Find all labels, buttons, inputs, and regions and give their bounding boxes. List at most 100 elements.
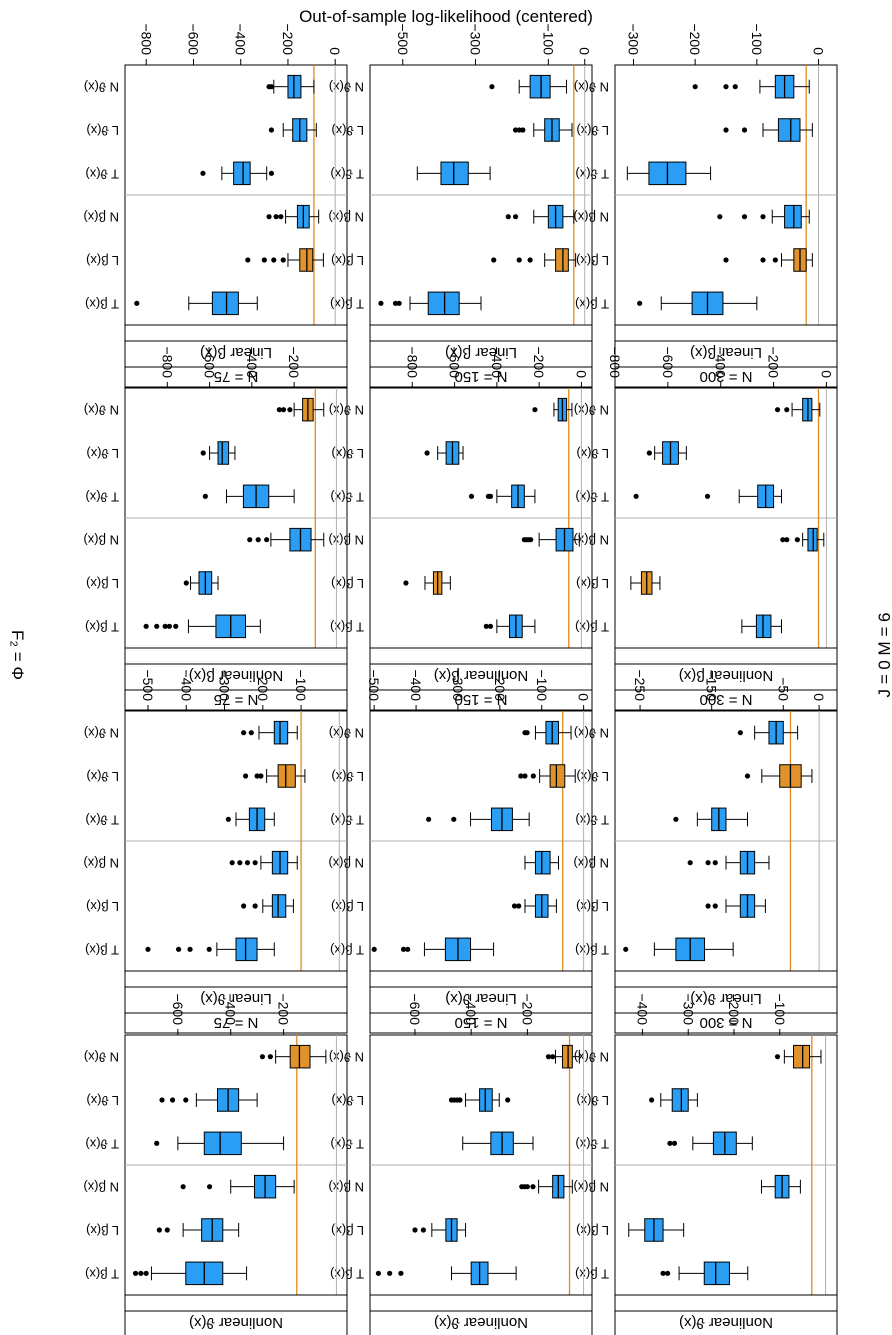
outlier-point <box>717 214 723 220</box>
outlier-point <box>451 816 457 822</box>
outlier-point <box>169 1097 176 1103</box>
outlier-point <box>273 214 279 220</box>
outlier-point <box>744 773 751 779</box>
box <box>235 937 258 962</box>
panel-n-label: N = 75 <box>214 368 259 385</box>
tick-label: −100 <box>772 993 788 1025</box>
outlier-point <box>491 257 497 263</box>
outlier-point <box>774 1054 781 1060</box>
category-label: L ϑ(x) <box>576 769 609 784</box>
outlier-point <box>723 84 729 90</box>
category-label: N β(x) <box>573 533 609 548</box>
outlier-point <box>511 903 518 909</box>
category-label: T ϑ(x) <box>85 166 119 181</box>
tick-label: 0 <box>811 693 827 701</box>
outlier-point <box>692 84 698 90</box>
box <box>784 204 802 229</box>
category-label: T ϑ(x) <box>85 489 119 504</box>
outlier-point <box>387 1270 393 1276</box>
tick-label: −100 <box>540 23 556 55</box>
category-label: L β(x) <box>86 1223 119 1238</box>
outlier-point <box>237 860 243 866</box>
right-label: J = 0 M = 6 <box>875 612 892 697</box>
title-strip <box>614 1310 838 1335</box>
box <box>277 764 296 788</box>
outlier-point <box>229 860 235 866</box>
outlier-point <box>173 623 179 629</box>
category-label: T β(x) <box>85 296 119 311</box>
category-label: N β(x) <box>573 856 609 871</box>
category-label: L ϑ(x) <box>331 446 364 461</box>
outlier-point <box>732 84 738 90</box>
outlier-point <box>489 84 495 90</box>
tick-label: −400 <box>223 993 239 1025</box>
panel-n-label: N = 150 <box>455 368 508 385</box>
panel-title: Nonlinear ϑ(x) <box>434 1314 528 1331</box>
outlier-point <box>522 773 528 779</box>
outlier-point <box>378 300 384 306</box>
panel-n-label: N = 75 <box>214 1014 259 1031</box>
outlier-point <box>512 214 519 220</box>
panel-n-label: N = 150 <box>455 1014 508 1031</box>
box <box>203 1131 242 1156</box>
outlier-point <box>134 300 140 306</box>
outlier-point <box>505 214 511 220</box>
outlier-point <box>649 1097 655 1103</box>
outlier-point <box>687 860 693 866</box>
category-label: N ϑ(x) <box>329 1050 364 1065</box>
outlier-point <box>403 580 409 586</box>
box <box>549 764 566 788</box>
tick-label: −300 <box>680 993 696 1025</box>
outlier-point <box>794 537 800 543</box>
outlier-point <box>164 1227 170 1233</box>
panel: −250 −150 −50 0N ϑ(x)L ϑ(x)T ϑ(x)N β(x)L β(… <box>573 669 838 1034</box>
n-strip <box>614 1012 838 1034</box>
outlier-point <box>200 170 206 176</box>
category-label: N ϑ(x) <box>574 726 609 741</box>
outlier-point <box>252 903 258 909</box>
outlier-point <box>242 773 249 779</box>
outlier-point <box>420 1227 426 1233</box>
category-label: N β(x) <box>328 533 364 548</box>
category-label: N β(x) <box>573 1180 609 1195</box>
outlier-point <box>183 580 189 586</box>
tick-label: −600 <box>447 346 463 378</box>
outlier-point <box>252 860 258 866</box>
outlier-point <box>483 623 489 629</box>
box <box>233 161 251 186</box>
tick-label: −300 <box>217 669 233 701</box>
box <box>755 614 772 639</box>
outlier-point <box>712 860 718 866</box>
category-label: L ϑ(x) <box>576 1093 609 1108</box>
strip-spacer <box>124 324 348 342</box>
outlier-point <box>637 300 643 306</box>
n-strip <box>369 1012 593 1034</box>
tick-label: −200 <box>519 993 535 1025</box>
box <box>427 291 460 316</box>
outlier-point <box>187 946 193 952</box>
tick-label: −800 <box>138 23 154 55</box>
outlier-point <box>673 816 679 822</box>
strip-spacer <box>124 970 348 988</box>
box <box>671 1088 689 1112</box>
panel-title: Linear ϑ(x) <box>690 990 762 1007</box>
ylabel: Out-of-sample log-likelihood (centered) <box>299 7 593 26</box>
outlier-point <box>138 1270 144 1276</box>
panel-n-label: N = 300 <box>700 1014 753 1031</box>
strip-spacer <box>369 970 593 988</box>
tick-label: 0 <box>327 47 343 55</box>
box <box>529 74 551 99</box>
outlier-point <box>760 257 766 263</box>
category-label: N ϑ(x) <box>574 1050 609 1065</box>
outlier-point <box>266 84 272 90</box>
outlier-point <box>704 493 711 499</box>
outlier-point <box>400 946 407 952</box>
panel: −600 −400 −200 N ϑ(x) L ϑ(x) T ϑ(x) N β(x) L β(… <box>83 993 348 1335</box>
category-label: N ϑ(x) <box>84 726 119 741</box>
n-strip <box>369 366 593 388</box>
tick-label: −500 <box>140 669 156 701</box>
tick-label: −500 <box>395 23 411 55</box>
panel-title: Nonlinear β(x) <box>434 667 529 684</box>
outlier-point <box>527 257 533 263</box>
category-label: L ϑ(x) <box>86 446 119 461</box>
